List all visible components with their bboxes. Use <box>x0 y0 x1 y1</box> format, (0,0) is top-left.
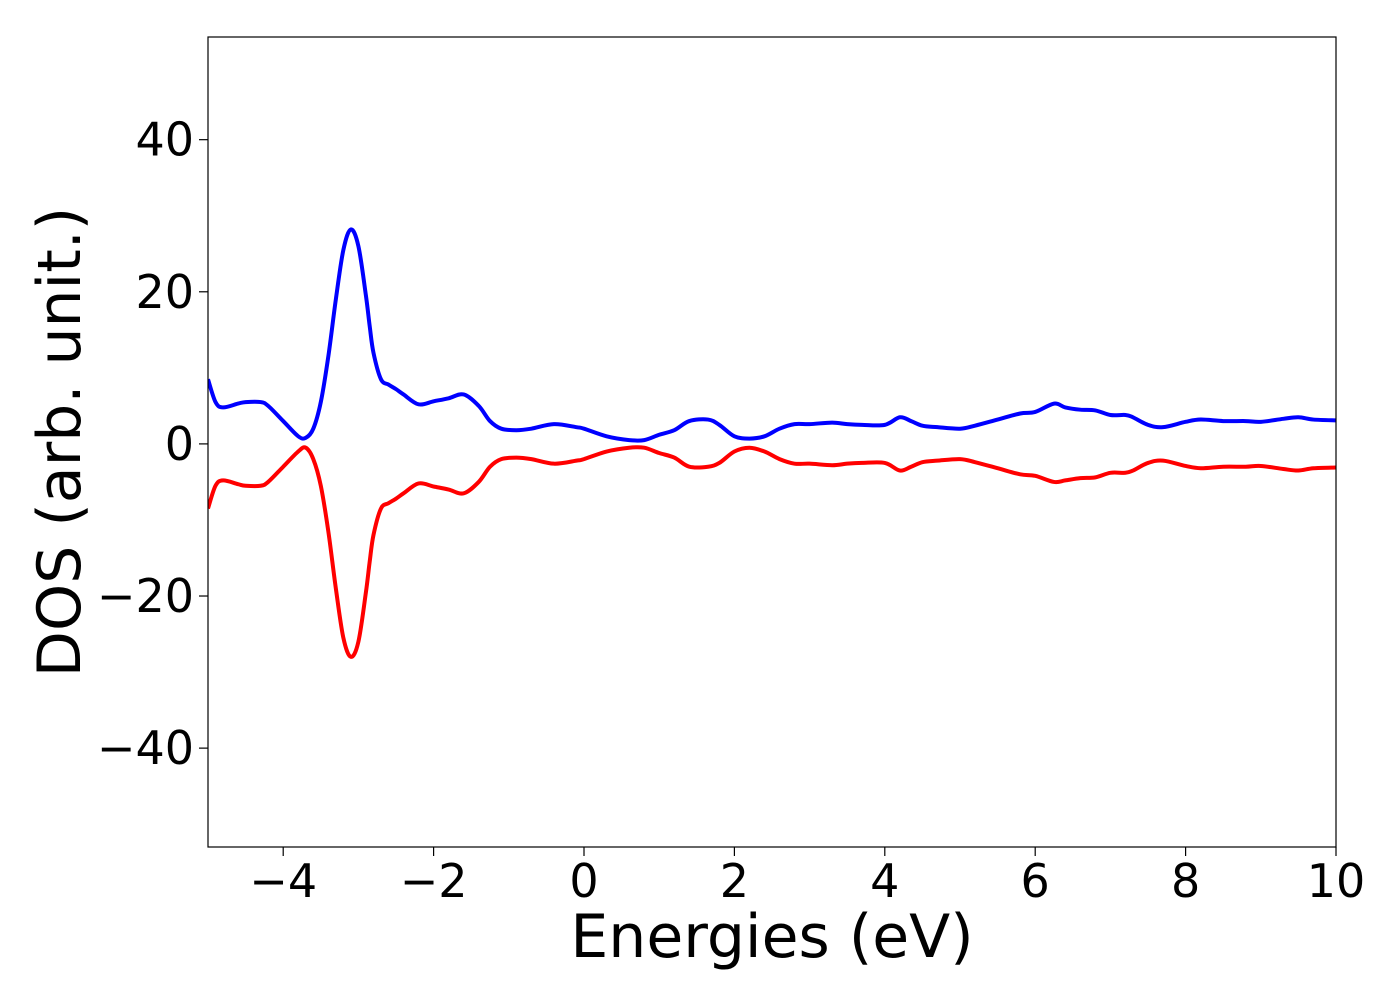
y-tick-label: −40 <box>97 721 194 775</box>
x-tick-label: 6 <box>1021 854 1050 908</box>
series-line-negative <box>208 445 1336 659</box>
x-axis-title: Energies (eV) <box>570 902 973 972</box>
x-tick-label: 4 <box>870 854 899 908</box>
y-tick-label: 0 <box>165 417 194 471</box>
y-axis-ticks: −40 −20 0 20 40 <box>97 113 208 775</box>
plot-frame <box>207 36 1337 848</box>
x-tick-label: 0 <box>569 854 598 908</box>
x-tick-label: 10 <box>1307 854 1366 908</box>
y-tick-label: −20 <box>97 569 194 623</box>
x-tick-label: 8 <box>1171 854 1200 908</box>
series-layer <box>208 227 1336 659</box>
series-line-positive <box>208 227 1336 443</box>
x-axis-ticks: −4 −2 0 2 4 6 8 10 <box>249 847 1365 908</box>
x-tick-label: −4 <box>249 854 317 908</box>
x-tick-label: −2 <box>400 854 468 908</box>
y-axis-title: DOS (arb. unit.) <box>25 207 95 677</box>
x-tick-label: 2 <box>720 854 749 908</box>
y-tick-label: 40 <box>135 113 194 167</box>
y-tick-label: 20 <box>135 265 194 319</box>
